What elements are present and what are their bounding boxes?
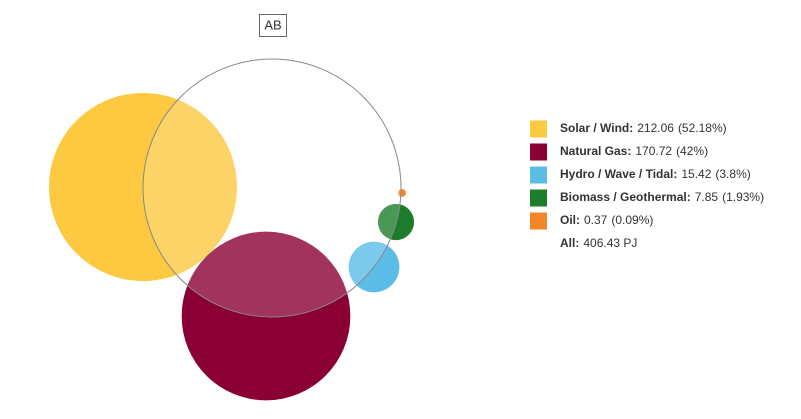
legend-swatch xyxy=(530,120,547,138)
legend-share: (1.93%) xyxy=(722,190,764,204)
legend-share: (42%) xyxy=(676,144,708,158)
legend-name: Biomass / Geothermal: xyxy=(560,190,691,204)
legend-name: Hydro / Wave / Tidal: xyxy=(560,167,677,181)
total-value: 406.43 PJ xyxy=(583,236,637,250)
legend-value: 15.42 xyxy=(681,167,711,181)
total-name: All: xyxy=(560,236,579,250)
group-label: AB xyxy=(264,17,281,32)
legend-swatch xyxy=(530,189,547,207)
legend-value: 212.06 xyxy=(637,121,674,135)
bubble xyxy=(398,189,406,197)
legend-swatch xyxy=(530,212,547,230)
legend: Solar / Wind: 212.06 (52.18%) Natural Gas: 1… xyxy=(530,120,764,250)
legend-value: 0.37 xyxy=(584,213,608,227)
legend-name: Natural Gas: xyxy=(560,144,631,158)
legend-share: (0.09%) xyxy=(611,213,653,227)
legend-entry: Biomass / Geothermal: 7.85 (1.93%) xyxy=(560,190,764,204)
legend-value: 7.85 xyxy=(695,190,719,204)
legend-entry: Oil: 0.37 (0.09%) xyxy=(560,213,653,227)
legend-value: 170.72 xyxy=(635,144,672,158)
legend-entry: Solar / Wind: 212.06 (52.18%) xyxy=(560,121,727,135)
legend-total: All: 406.43 PJ xyxy=(560,236,637,250)
bubble xyxy=(181,231,351,401)
legend-name: Solar / Wind: xyxy=(560,121,633,135)
legend-share: (3.8%) xyxy=(715,167,750,181)
legend-entry: Natural Gas: 170.72 (42%) xyxy=(560,144,708,158)
group-circle xyxy=(142,58,402,318)
legend-share: (52.18%) xyxy=(678,121,727,135)
legend-name: Oil: xyxy=(560,213,580,227)
group-label-box xyxy=(259,14,287,37)
legend-swatch xyxy=(530,166,547,184)
legend-swatch xyxy=(530,143,547,161)
legend-entry: Hydro / Wave / Tidal: 15.42 (3.8%) xyxy=(560,167,751,181)
